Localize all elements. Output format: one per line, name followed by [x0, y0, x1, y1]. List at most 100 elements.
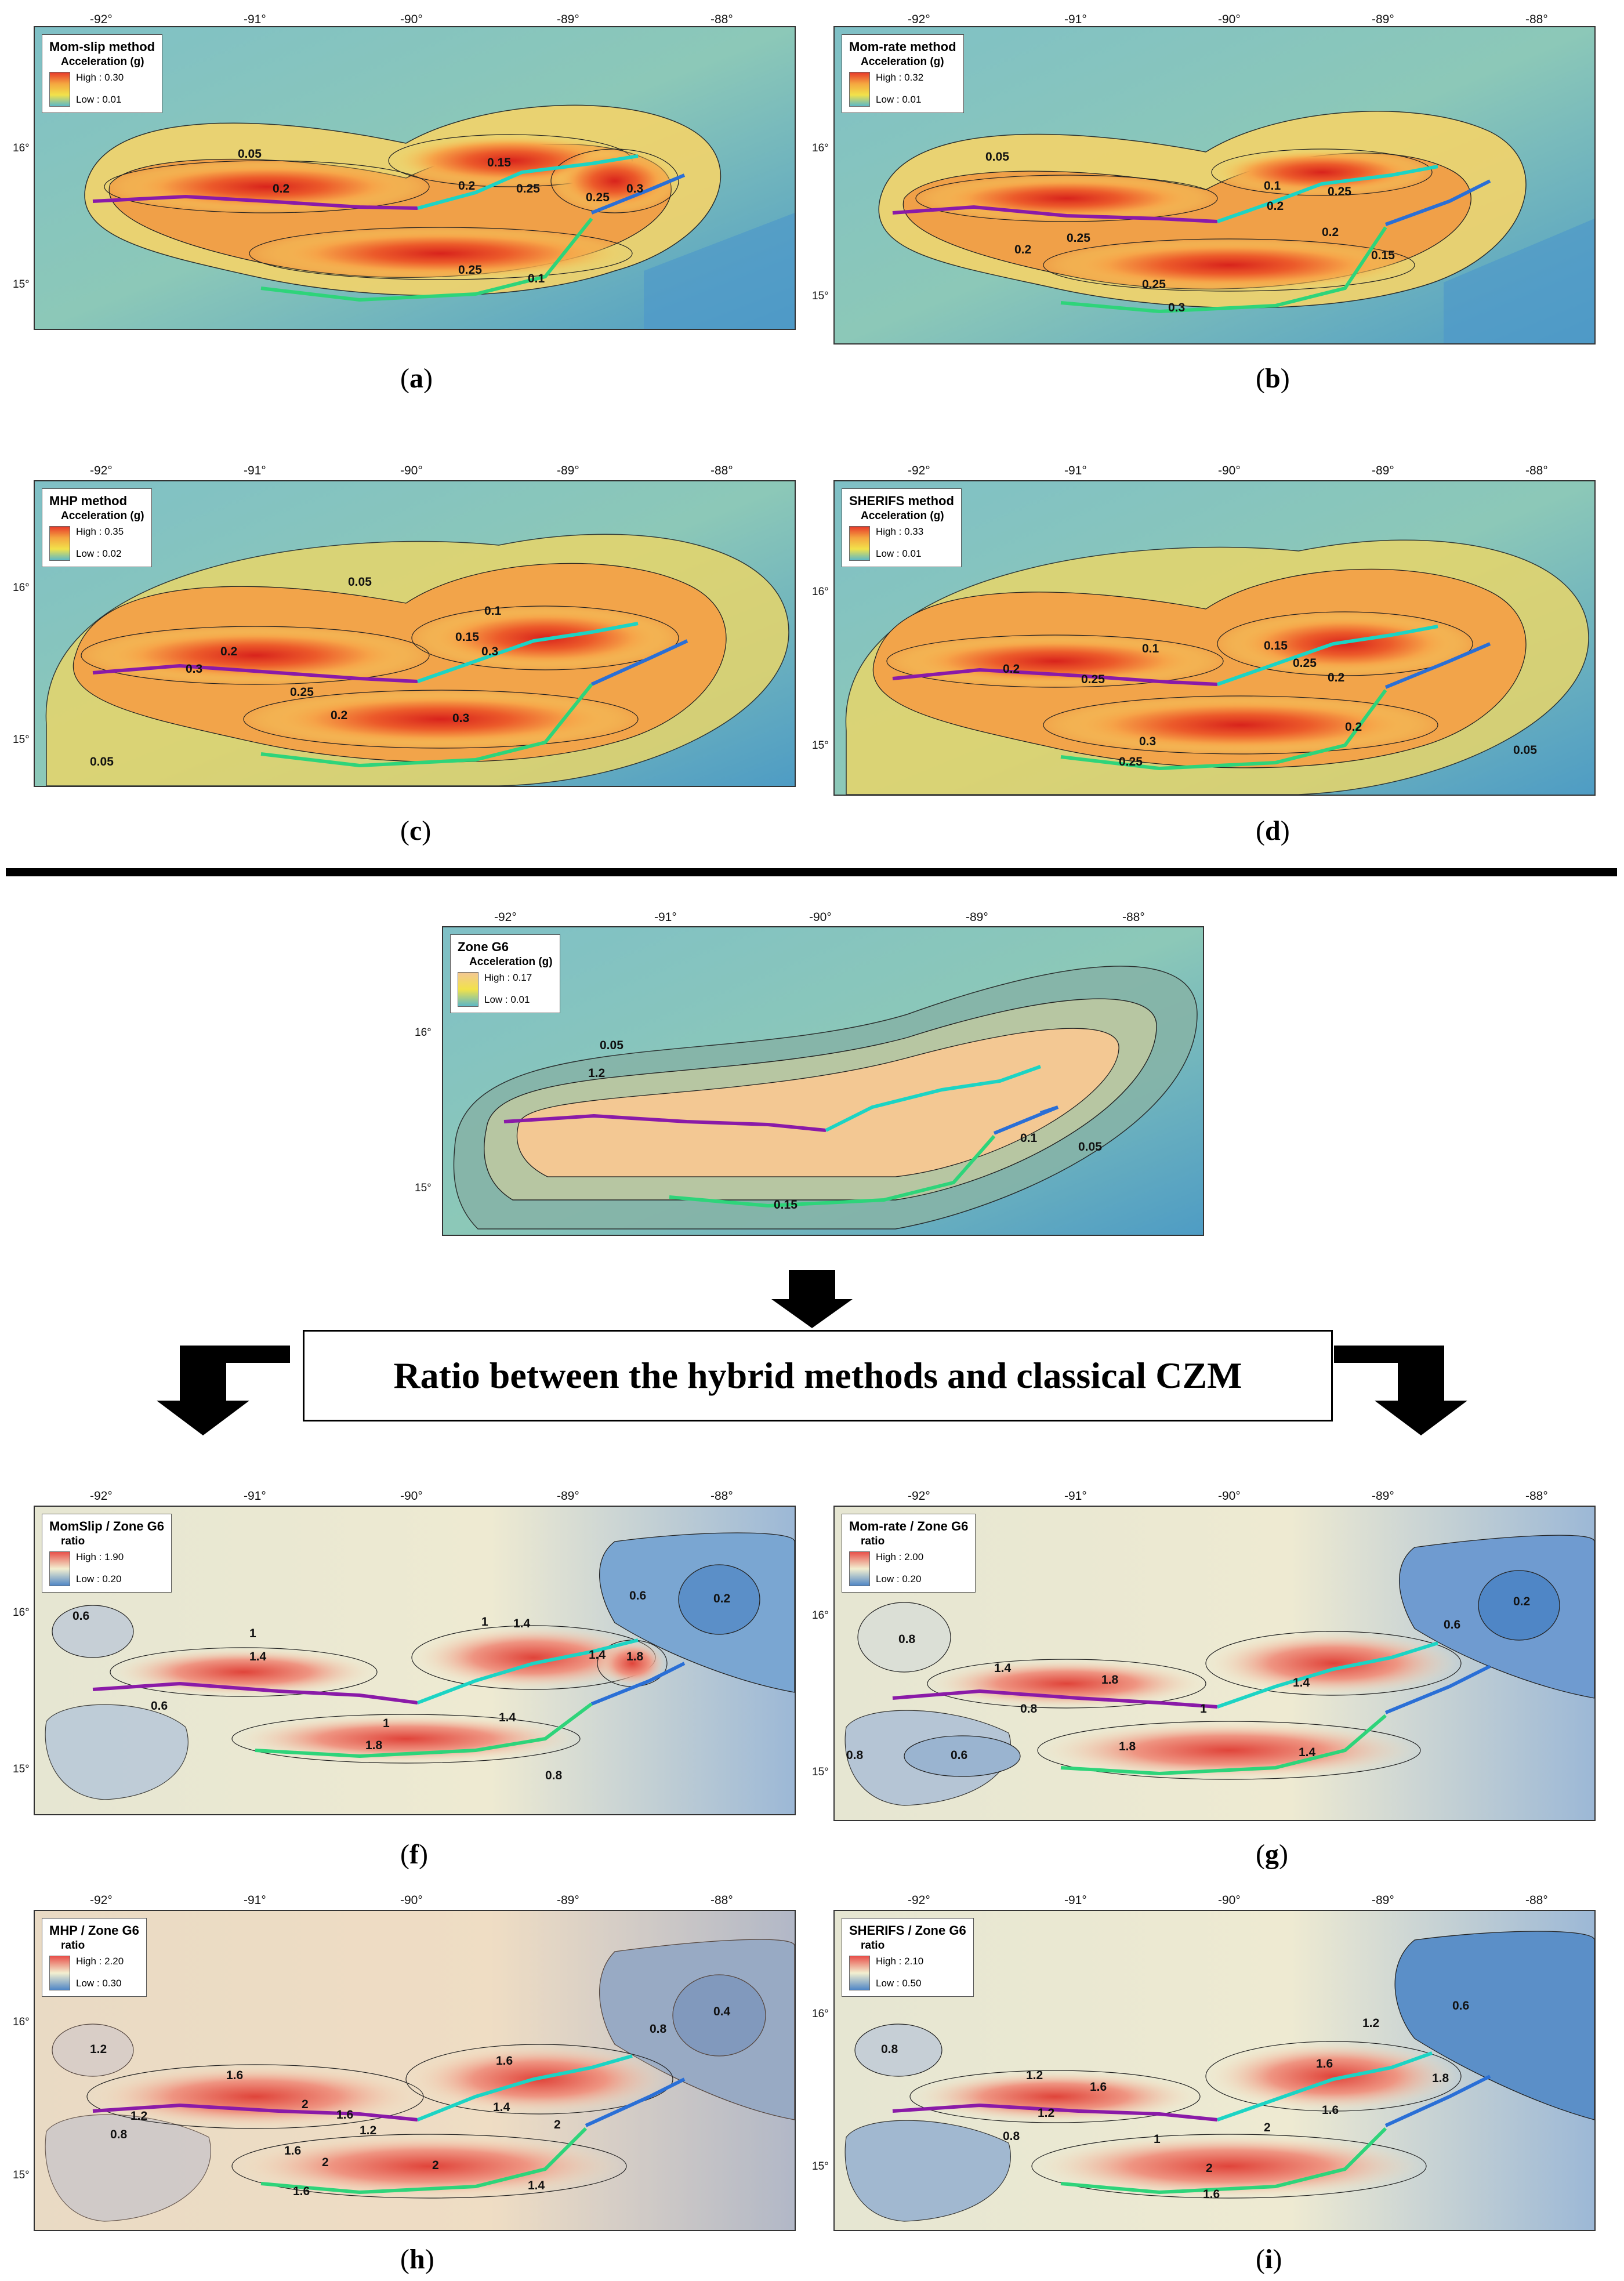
lon-tick: -91° — [244, 13, 266, 26]
contour-label: 1.2 — [130, 2109, 147, 2123]
contour-label: 0.2 — [273, 182, 289, 195]
acceleration-map-c: 0.05 0.1 0.15 0.2 0.3 0.3 0.25 0.2 0.3 0… — [35, 481, 795, 786]
contour-label: 1 — [1200, 1702, 1207, 1716]
contour-label: 0.05 — [1078, 1140, 1102, 1154]
contour-label: 0.15 — [774, 1198, 798, 1212]
contour-label: 0.2 — [458, 179, 475, 193]
elbow-arrow-right — [1334, 1346, 1467, 1435]
lon-tick: -91° — [654, 911, 677, 924]
contour-label: 1.4 — [1299, 1746, 1316, 1759]
contour-labels-f: 0.6 1 1.4 0.6 1 1.4 1.4 1.8 0.6 0.2 1.4 … — [72, 1589, 730, 1782]
contour-label: 1.4 — [493, 2101, 510, 2114]
contour-label: 0.3 — [481, 645, 498, 658]
lon-tick: -92° — [908, 1489, 930, 1503]
lon-tick: -90° — [400, 1489, 423, 1503]
map-legend-h: MHP / Zone G6 ratio High : 2.20 Low : 0.3… — [42, 1918, 147, 1997]
contour-label: 0.8 — [650, 2022, 667, 2036]
contour-label: 1 — [1154, 2133, 1161, 2146]
contour-label: 0.8 — [110, 2128, 128, 2141]
contour-label: 1.6 — [336, 2108, 353, 2122]
lat-tick: 15° — [13, 734, 30, 746]
lat-tick: 16° — [812, 142, 829, 154]
lon-tick: -88° — [710, 1894, 733, 1907]
contour-label: 0.25 — [1119, 755, 1143, 768]
lon-tick: -88° — [710, 1489, 733, 1503]
contour-label: 0.05 — [985, 150, 1009, 164]
flow-arrows — [157, 1270, 1467, 1435]
contour-label: 1.8 — [1432, 2072, 1449, 2085]
caption-i: (i) — [1256, 2244, 1282, 2275]
lon-tick: -91° — [1064, 13, 1087, 26]
contour-label: 1 — [383, 1717, 390, 1730]
legend-title: SHERIFS / Zone G6 — [849, 1923, 966, 1938]
contour-labels-d: 0.1 0.15 0.25 0.2 0.25 0.2 0.2 0.3 0.25 … — [1003, 639, 1537, 768]
contour-label: 2 — [302, 2098, 309, 2111]
acceleration-map-zone-g6: 0.05 1.2 0.1 0.05 0.15 — [443, 927, 1203, 1235]
map-panel-zone-g6: 0.05 1.2 0.1 0.05 0.15 Zone G6 Accelerat… — [442, 926, 1204, 1236]
lon-tick: -89° — [1372, 464, 1394, 477]
lon-tick: -90° — [1218, 464, 1241, 477]
contour-label: 2 — [322, 2156, 329, 2169]
legend-low: Low : 0.01 — [876, 548, 922, 559]
contour-label: 0.2 — [1322, 226, 1339, 239]
legend-high: High : 0.33 — [876, 526, 924, 537]
legend-subtitle: Acceleration (g) — [61, 510, 144, 522]
legend-subtitle: ratio — [61, 1939, 85, 1952]
contour-label: 1.8 — [626, 1650, 644, 1663]
lon-tick: -88° — [1122, 911, 1145, 924]
contour-labels-zone-g6: 0.05 1.2 0.1 0.05 0.15 — [588, 1039, 1102, 1212]
lat-tick: 16° — [812, 1609, 829, 1622]
lat-tick: 15° — [812, 290, 829, 302]
legend-high: High : 0.30 — [76, 72, 124, 83]
legend-subtitle: ratio — [861, 1939, 885, 1952]
contour-label: 1.6 — [1322, 2104, 1339, 2117]
contour-label: 2 — [554, 2118, 561, 2131]
lat-tick: 15° — [812, 1766, 829, 1778]
contour-label: 0.15 — [455, 630, 479, 644]
legend-low: Low : 0.50 — [876, 1978, 922, 1989]
lon-tick: -88° — [710, 13, 733, 26]
lon-tick: -92° — [908, 464, 930, 477]
contour-label: 0.2 — [1014, 243, 1031, 256]
map-legend-zone-g6: Zone G6 Acceleration (g) High : 0.17 Low … — [450, 934, 560, 1013]
contour-label: 0.25 — [1142, 278, 1166, 291]
legend-high: High : 2.00 — [876, 1551, 924, 1562]
lon-tick: -91° — [1064, 1489, 1087, 1503]
contour-label: 1.8 — [365, 1739, 383, 1752]
contour-label: 1.6 — [1316, 2057, 1333, 2070]
contour-label: 0.8 — [1020, 1702, 1038, 1716]
contour-label: 0.8 — [1003, 2130, 1020, 2143]
legend-subtitle: Acceleration (g) — [469, 956, 553, 968]
contour-label: 0.25 — [1293, 657, 1317, 670]
contour-label: 0.15 — [487, 156, 511, 169]
lon-tick: -88° — [710, 464, 733, 477]
contour-label: 1.8 — [1119, 1740, 1136, 1753]
legend-high: High : 2.20 — [76, 1956, 124, 1967]
lat-tick: 16° — [13, 1607, 30, 1619]
legend-title: Mom-slip method — [49, 39, 155, 54]
acceleration-map-d: 0.1 0.15 0.25 0.2 0.25 0.2 0.2 0.3 0.25 … — [835, 481, 1594, 795]
legend-high: High : 0.35 — [76, 526, 124, 537]
legend-low: Low : 0.20 — [876, 1573, 922, 1584]
acceleration-map-a: 0.05 0.2 0.15 0.2 0.25 0.25 0.3 0.25 0.1 — [35, 27, 795, 329]
legend-title: MHP method — [49, 494, 128, 508]
contour-label: 0.6 — [151, 1699, 168, 1713]
ratio-title: Ratio between the hybrid methods and cla… — [393, 1355, 1242, 1396]
contour-label: 2 — [1264, 2121, 1271, 2134]
lon-tick: -89° — [557, 1489, 579, 1503]
legend-color-bar — [49, 1551, 70, 1586]
contour-labels-b: 0.05 0.1 0.25 0.2 0.25 0.2 0.2 0.15 0.25… — [985, 150, 1395, 314]
caption-d: (d) — [1256, 815, 1290, 846]
lon-tick: -88° — [1525, 1894, 1548, 1907]
section-divider — [6, 868, 1617, 876]
ratio-map-h: 1.2 1.6 2 1.6 1.2 0.8 1.2 1.6 1.4 2 1.6 … — [35, 1911, 795, 2230]
legend-title: Zone G6 — [458, 940, 509, 954]
contour-label: 0.1 — [1020, 1132, 1038, 1145]
ratio-map-i: 0.8 1.2 1.6 1.2 0.8 1 1.2 1.6 1.8 1.6 2 … — [835, 1911, 1594, 2230]
contour-label: 0.1 — [528, 272, 545, 285]
contour-label: 0.25 — [1081, 673, 1105, 686]
legend-color-bar — [849, 1551, 870, 1586]
lon-tick: -89° — [557, 464, 579, 477]
lat-tick: 16° — [812, 586, 829, 598]
lon-tick: -89° — [1372, 1894, 1394, 1907]
